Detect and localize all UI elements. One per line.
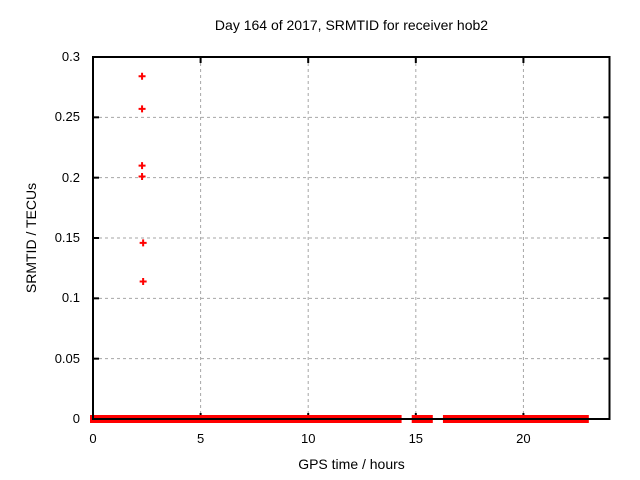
x-tick-label: 5 (196, 431, 205, 446)
x-tick-label: 20 (516, 431, 531, 446)
y-tick-label: 0.25 (54, 109, 80, 125)
y-tick-label: 0.1 (61, 290, 80, 306)
y-tick-label: 0.15 (54, 230, 80, 245)
y-tick-label: 0 (72, 411, 80, 426)
data-point (138, 172, 146, 180)
y-tick-label: 0.2 (61, 169, 80, 185)
plot-frame (92, 56, 611, 420)
y-tick-label: 0.05 (54, 350, 80, 366)
chart-title: Day 164 of 2017, SRMTID for receiver hob… (214, 17, 489, 33)
data-point (139, 239, 147, 247)
x-tick-label: 10 (300, 431, 316, 446)
data-point (138, 72, 146, 80)
x-axis-label: GPS time / hours (298, 456, 405, 472)
data-point (139, 277, 147, 285)
x-tick-label: 15 (408, 431, 424, 446)
y-tick-label: 0.3 (61, 49, 80, 64)
x-tick-label: 0 (89, 431, 97, 446)
data-point (138, 162, 146, 170)
data-point (138, 105, 146, 113)
